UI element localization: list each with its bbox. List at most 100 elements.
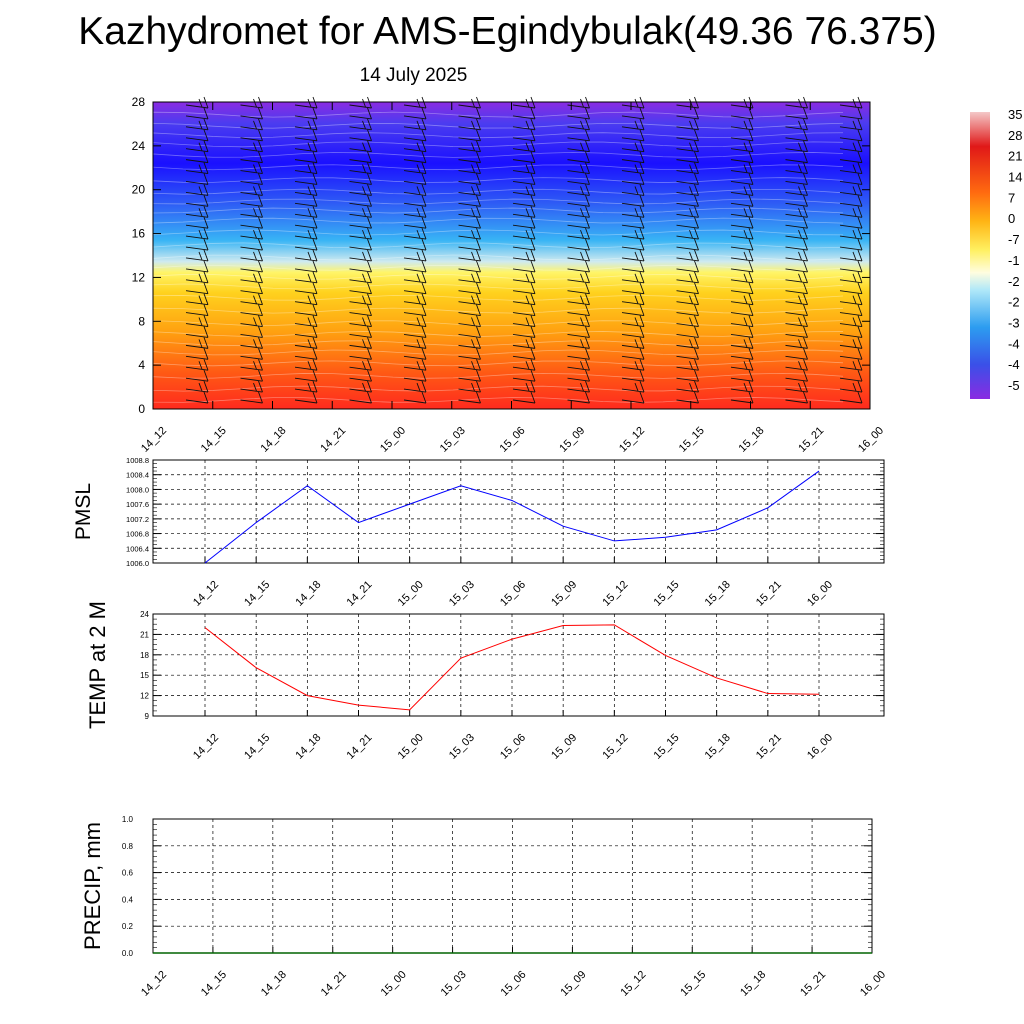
x-tick-label: 14_18	[259, 969, 289, 999]
wind-barb	[857, 293, 863, 305]
wind-barb	[403, 301, 427, 306]
wind-barb	[580, 98, 584, 108]
wind-barb	[585, 271, 590, 283]
wind-barb	[803, 260, 808, 273]
wind-barb	[798, 120, 802, 130]
wind-barb	[471, 361, 475, 370]
wind-barb	[803, 107, 808, 120]
wind-barb	[349, 170, 372, 175]
wind-barb	[403, 246, 427, 251]
wind-barb	[857, 217, 863, 229]
colorbar-label: 0	[1008, 211, 1015, 226]
wind-barb	[349, 268, 372, 273]
wind-barb	[852, 98, 857, 108]
x-tick-label: 14_18	[293, 732, 323, 762]
wind-barb	[367, 151, 372, 163]
wind-barb	[530, 380, 536, 393]
x-tick-label: 15_03	[439, 969, 469, 999]
wind-barb	[634, 339, 639, 348]
wind-barb	[639, 129, 645, 141]
wind-barb	[857, 391, 863, 404]
wind-barb	[458, 181, 481, 185]
wind-barb	[240, 235, 263, 240]
y-tick-label: 1008.0	[126, 485, 149, 494]
wind-barb	[253, 361, 257, 370]
wind-barb	[852, 120, 857, 130]
wind-barb	[857, 206, 863, 218]
wind-barb	[525, 251, 530, 261]
x-tick-label: 15_15	[677, 425, 707, 455]
wind-barb	[476, 140, 481, 152]
heatmap-panel: 0 4 8 12 16 20 24 28 14_12 14_15 14_18 14_21 15_00 15…	[132, 95, 886, 455]
wind-barb	[748, 173, 754, 185]
wind-barb	[476, 326, 481, 338]
wind-barb	[458, 104, 481, 109]
wind-barb	[294, 279, 318, 284]
wind-barb	[803, 304, 808, 316]
wind-barb	[421, 227, 427, 240]
wind-barb	[839, 235, 863, 240]
wind-barb	[567, 213, 590, 218]
wind-barb	[403, 312, 427, 317]
wind-barb	[621, 290, 645, 295]
wind-barb	[585, 118, 590, 131]
wind-barb	[185, 333, 209, 338]
x-tick-label: 15_00	[396, 732, 426, 762]
wind-barb	[367, 293, 372, 305]
wind-barb	[258, 184, 263, 196]
wind-barb	[471, 273, 475, 282]
wind-barb	[512, 279, 536, 284]
wind-barb	[203, 227, 209, 240]
wind-barb	[403, 235, 427, 240]
wind-barb	[694, 195, 699, 207]
colorbar-label: -1	[1008, 253, 1020, 268]
wind-barb	[748, 227, 754, 240]
contour-line	[152, 198, 844, 205]
wind-barb	[258, 260, 263, 273]
contour-line	[152, 397, 844, 403]
wind-barb	[349, 191, 372, 196]
wind-barb	[512, 377, 536, 382]
wind-barb	[676, 115, 699, 120]
wind-barb	[294, 388, 318, 393]
wind-barb	[803, 140, 808, 152]
wind-barb	[471, 164, 475, 173]
wind-barb	[512, 246, 536, 251]
wind-barb	[416, 361, 421, 370]
wind-barb	[416, 339, 421, 348]
wind-barb	[676, 224, 699, 229]
wind-barb	[258, 380, 263, 393]
wind-barb	[785, 399, 808, 404]
wind-barb	[748, 304, 754, 316]
wind-barb	[294, 246, 318, 251]
contour-line	[152, 229, 844, 236]
wind-barb	[362, 295, 366, 304]
wind-barb	[367, 348, 372, 360]
x-tick-label: 14_18	[293, 579, 323, 609]
wind-barb	[458, 191, 481, 196]
contour-line	[152, 372, 844, 379]
wind-barb	[367, 173, 372, 185]
wind-barb	[421, 348, 427, 360]
wind-barb	[694, 337, 699, 349]
wind-barb	[748, 359, 754, 371]
x-tick-label: 15_12	[617, 425, 647, 455]
wind-barb	[634, 361, 639, 370]
wind-barb	[421, 304, 427, 316]
wind-barb	[839, 191, 863, 196]
wind-barb	[185, 115, 209, 120]
x-tick-label: 15_18	[703, 579, 733, 609]
wind-barb	[689, 229, 693, 239]
wind-barb	[857, 282, 863, 294]
wind-barb	[803, 151, 808, 163]
wind-barb	[421, 238, 427, 251]
wind-barb	[839, 137, 863, 142]
wind-barb	[240, 213, 263, 218]
wind-barb	[743, 229, 748, 239]
wind-barb	[258, 227, 263, 240]
x-tick-label: 14_15	[199, 969, 229, 999]
wind-barb	[349, 246, 372, 251]
wind-barb	[185, 301, 209, 306]
wind-barb	[694, 162, 699, 174]
